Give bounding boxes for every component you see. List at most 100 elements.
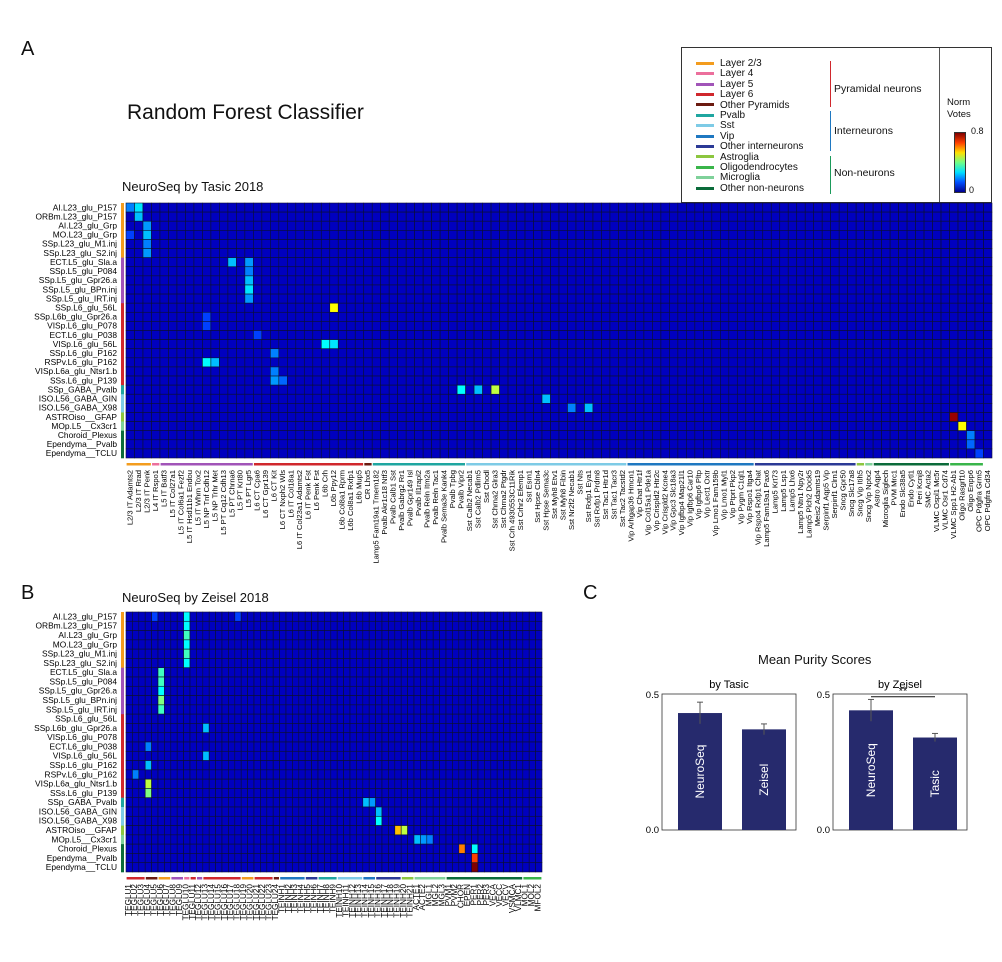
heatmap-cell bbox=[317, 825, 325, 836]
heatmap-cell bbox=[193, 393, 203, 404]
heatmap-cell bbox=[432, 695, 440, 706]
heatmap-cell bbox=[804, 275, 815, 286]
heatmap-cell bbox=[337, 257, 348, 268]
column-label: L5 IT Hsd11b1 Endou bbox=[185, 470, 194, 543]
heatmap-cell bbox=[368, 815, 376, 826]
heatmap-cell bbox=[431, 257, 441, 268]
row-group-bar bbox=[121, 658, 124, 669]
heatmap-cell bbox=[966, 275, 976, 286]
heatmap-cell bbox=[244, 448, 254, 459]
heatmap-cell bbox=[503, 797, 511, 808]
column-label: L5 PT Chrna6 bbox=[227, 470, 236, 517]
heatmap-cell bbox=[516, 202, 526, 213]
heatmap-cell bbox=[346, 339, 356, 350]
heatmap-cell bbox=[736, 311, 747, 322]
heatmap-cell bbox=[144, 741, 152, 752]
heatmap-cell bbox=[711, 412, 721, 422]
legend-item-label: Microglia bbox=[720, 172, 761, 184]
heatmap-cell bbox=[380, 375, 390, 386]
heatmap-cell bbox=[567, 321, 577, 331]
heatmap-cell bbox=[711, 220, 721, 231]
heatmap-cell bbox=[303, 284, 314, 295]
heatmap-cell bbox=[490, 202, 500, 213]
heatmap-cell bbox=[125, 202, 135, 213]
heatmap-cell bbox=[260, 797, 268, 808]
heatmap-cell bbox=[168, 248, 178, 258]
heatmap-cell bbox=[202, 676, 210, 687]
heatmap-cell bbox=[312, 257, 322, 268]
heatmap-cell bbox=[298, 685, 306, 696]
heatmap-cell bbox=[677, 375, 687, 386]
heatmap-cell bbox=[567, 311, 577, 322]
heatmap-cell bbox=[420, 695, 428, 706]
heatmap-cell bbox=[144, 834, 152, 845]
heatmap-cell bbox=[524, 330, 534, 340]
row-label: AI.L23_glu_Grp bbox=[58, 221, 117, 231]
heatmap-cell bbox=[720, 248, 730, 258]
heatmap-cell bbox=[142, 393, 152, 404]
heatmap-cell bbox=[966, 257, 976, 268]
heatmap-cell bbox=[711, 230, 721, 240]
heatmap-cell bbox=[219, 448, 229, 459]
heatmap-cell bbox=[535, 695, 543, 706]
heatmap-cell bbox=[694, 412, 704, 422]
legend-item: Layer 2/3 bbox=[696, 58, 762, 69]
heatmap-cell bbox=[720, 403, 730, 413]
heatmap-cell bbox=[159, 284, 169, 295]
heatmap-cell bbox=[354, 266, 365, 277]
column-label: Sncg Slc17a8 bbox=[847, 470, 856, 517]
heatmap-cell bbox=[132, 797, 140, 808]
heatmap-cell bbox=[855, 357, 865, 368]
heatmap-cell bbox=[380, 230, 390, 240]
heatmap-cell bbox=[484, 862, 492, 873]
heatmap-cell bbox=[445, 713, 453, 724]
heatmap-cell bbox=[626, 421, 636, 431]
heatmap-cell bbox=[703, 202, 713, 213]
panel-letter-b: B bbox=[21, 582, 35, 604]
heatmap-cell bbox=[368, 685, 376, 696]
heatmap-cell bbox=[292, 723, 300, 734]
legend-item-label: Other Pyramids bbox=[720, 99, 790, 111]
heatmap-cell bbox=[762, 330, 772, 340]
heatmap-cell bbox=[626, 284, 636, 295]
column-label: Pvalb Reln Tac1 bbox=[431, 470, 440, 525]
heatmap-cell bbox=[847, 202, 857, 213]
heatmap-cell bbox=[202, 375, 212, 386]
heatmap-cell bbox=[400, 611, 408, 622]
column-label: TEGLU1 bbox=[124, 884, 133, 916]
heatmap-cell bbox=[804, 412, 815, 422]
heatmap-cell bbox=[932, 284, 942, 295]
heatmap-cell bbox=[872, 220, 882, 231]
heatmap-cell bbox=[413, 750, 421, 761]
heatmap-cell bbox=[745, 375, 755, 386]
heatmap-cell bbox=[413, 834, 421, 845]
heatmap-cell bbox=[974, 357, 984, 368]
heatmap-cell bbox=[940, 257, 950, 268]
heatmap-cell bbox=[422, 421, 432, 431]
heatmap-cell bbox=[407, 834, 415, 845]
heatmap-cell bbox=[813, 439, 823, 450]
heatmap-cell bbox=[694, 375, 704, 386]
heatmap-cell bbox=[652, 384, 662, 395]
heatmap-cell bbox=[426, 843, 434, 854]
heatmap-cell bbox=[452, 630, 460, 641]
heatmap-cell bbox=[567, 248, 577, 258]
heatmap-cell bbox=[151, 339, 161, 350]
heatmap-cell bbox=[298, 667, 306, 678]
heatmap-cell bbox=[176, 778, 184, 789]
heatmap-cell bbox=[247, 648, 255, 659]
heatmap-cell bbox=[507, 357, 517, 368]
heatmap-cell bbox=[626, 248, 636, 258]
heatmap-cell bbox=[439, 311, 449, 322]
heatmap-cell bbox=[458, 797, 466, 808]
heatmap-cell bbox=[558, 393, 568, 404]
heatmap-cell bbox=[228, 806, 236, 817]
heatmap-cell bbox=[456, 421, 466, 431]
heatmap-cell bbox=[247, 741, 255, 752]
column-label: Lamp5 Krt73 bbox=[771, 470, 780, 513]
heatmap-cell bbox=[541, 211, 551, 222]
column-group-bar bbox=[950, 463, 983, 466]
heatmap-cell bbox=[660, 248, 670, 258]
heatmap-cell bbox=[643, 311, 653, 322]
heatmap-cell bbox=[728, 239, 738, 249]
